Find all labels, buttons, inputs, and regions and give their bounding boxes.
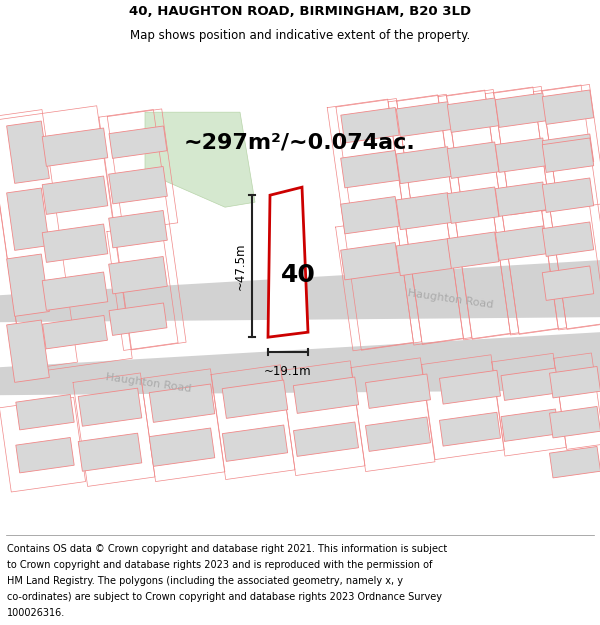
Polygon shape bbox=[439, 412, 500, 446]
Polygon shape bbox=[109, 211, 167, 248]
Polygon shape bbox=[42, 176, 108, 214]
Polygon shape bbox=[397, 102, 452, 137]
Polygon shape bbox=[268, 188, 308, 338]
Text: ~297m²/~0.074ac.: ~297m²/~0.074ac. bbox=[184, 132, 416, 152]
Text: co-ordinates) are subject to Crown copyright and database rights 2023 Ordnance S: co-ordinates) are subject to Crown copyr… bbox=[7, 592, 442, 602]
Polygon shape bbox=[341, 107, 399, 143]
Polygon shape bbox=[293, 377, 359, 413]
Polygon shape bbox=[396, 239, 452, 276]
Polygon shape bbox=[149, 384, 215, 423]
Text: Haughton Road: Haughton Road bbox=[104, 372, 191, 394]
Polygon shape bbox=[109, 126, 167, 158]
Polygon shape bbox=[365, 374, 431, 408]
Polygon shape bbox=[78, 433, 142, 471]
Polygon shape bbox=[501, 409, 559, 441]
Polygon shape bbox=[42, 128, 108, 166]
Polygon shape bbox=[542, 90, 594, 124]
Text: 40, HAUGHTON ROAD, BIRMINGHAM, B20 3LD: 40, HAUGHTON ROAD, BIRMINGHAM, B20 3LD bbox=[129, 5, 471, 18]
Text: Haughton Road: Haughton Road bbox=[407, 288, 493, 310]
Polygon shape bbox=[7, 254, 49, 316]
Polygon shape bbox=[439, 370, 500, 404]
Polygon shape bbox=[550, 446, 600, 478]
Text: Contains OS data © Crown copyright and database right 2021. This information is : Contains OS data © Crown copyright and d… bbox=[7, 544, 448, 554]
Polygon shape bbox=[341, 196, 400, 234]
Polygon shape bbox=[495, 93, 547, 128]
Polygon shape bbox=[16, 394, 74, 430]
Polygon shape bbox=[495, 138, 547, 172]
Polygon shape bbox=[7, 121, 49, 183]
Polygon shape bbox=[542, 138, 594, 172]
Polygon shape bbox=[365, 417, 431, 451]
Polygon shape bbox=[495, 226, 547, 261]
Polygon shape bbox=[149, 428, 215, 466]
Polygon shape bbox=[7, 188, 49, 251]
Polygon shape bbox=[447, 98, 499, 132]
Polygon shape bbox=[293, 422, 359, 456]
Text: Map shows position and indicative extent of the property.: Map shows position and indicative extent… bbox=[130, 29, 470, 42]
Polygon shape bbox=[0, 332, 600, 395]
Polygon shape bbox=[42, 272, 108, 311]
Polygon shape bbox=[16, 438, 74, 473]
Polygon shape bbox=[447, 232, 499, 268]
Polygon shape bbox=[0, 260, 600, 322]
Text: HM Land Registry. The polygons (including the associated geometry, namely x, y: HM Land Registry. The polygons (includin… bbox=[7, 576, 403, 586]
Polygon shape bbox=[396, 147, 452, 184]
Polygon shape bbox=[7, 320, 49, 382]
Polygon shape bbox=[542, 134, 594, 168]
Polygon shape bbox=[78, 388, 142, 426]
Text: to Crown copyright and database rights 2023 and is reproduced with the permissio: to Crown copyright and database rights 2… bbox=[7, 560, 433, 570]
Polygon shape bbox=[341, 242, 400, 280]
Polygon shape bbox=[542, 222, 594, 256]
Polygon shape bbox=[109, 303, 167, 336]
Polygon shape bbox=[550, 366, 600, 398]
Text: ~19.1m: ~19.1m bbox=[264, 365, 312, 378]
Polygon shape bbox=[550, 406, 600, 438]
Polygon shape bbox=[42, 224, 108, 262]
Polygon shape bbox=[396, 192, 452, 229]
Polygon shape bbox=[495, 182, 547, 216]
Polygon shape bbox=[109, 166, 167, 204]
Text: 40: 40 bbox=[281, 263, 316, 288]
Polygon shape bbox=[501, 368, 559, 401]
Polygon shape bbox=[542, 178, 594, 212]
Polygon shape bbox=[341, 151, 400, 188]
Polygon shape bbox=[542, 266, 594, 301]
Text: ~47.5m: ~47.5m bbox=[233, 242, 247, 290]
Polygon shape bbox=[223, 425, 287, 461]
Polygon shape bbox=[222, 380, 288, 418]
Polygon shape bbox=[145, 112, 255, 208]
Text: 100026316.: 100026316. bbox=[7, 608, 65, 618]
Polygon shape bbox=[447, 187, 499, 223]
Polygon shape bbox=[447, 142, 499, 178]
Polygon shape bbox=[43, 316, 107, 349]
Polygon shape bbox=[109, 256, 167, 294]
